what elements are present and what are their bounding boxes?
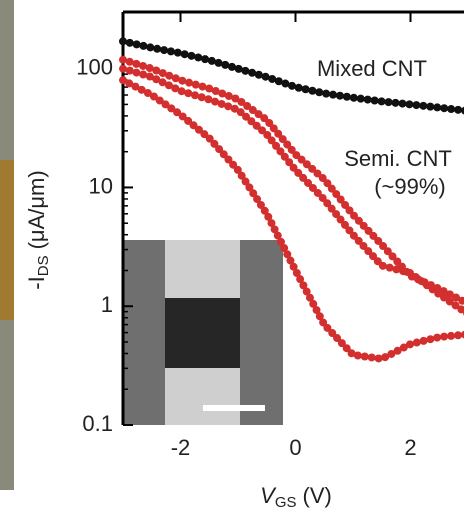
- y-axis-label: -IDS (μA/μm): [24, 170, 52, 289]
- series-line: [119, 64, 464, 317]
- neighbor-image-strip: [0, 160, 14, 320]
- inset-image: [123, 240, 283, 425]
- y-tick-label: 100: [76, 54, 113, 79]
- series-label: Semi. CNT: [344, 146, 452, 171]
- series-line: [119, 37, 464, 115]
- y-label-unit: (μA/μm): [24, 170, 49, 249]
- x-label-unit: (V): [303, 483, 332, 508]
- y-tick-label: 1: [101, 292, 113, 317]
- x-tick-label: 2: [404, 435, 416, 460]
- y-tick-label: 0.1: [82, 411, 113, 436]
- x-label-main: V: [260, 483, 277, 508]
- annotation: (~99%): [374, 174, 446, 199]
- x-tick-label: 0: [289, 435, 301, 460]
- x-axis-label: VGS (V): [260, 483, 332, 511]
- y-label-sub: DS: [35, 255, 52, 276]
- x-label-sub: GS: [275, 494, 297, 511]
- y-tick-label: 10: [89, 173, 113, 198]
- y-label-main: -I: [24, 276, 49, 289]
- series-label: Mixed CNT: [317, 56, 427, 81]
- x-tick-label: -2: [171, 435, 191, 460]
- series-line: [119, 76, 464, 364]
